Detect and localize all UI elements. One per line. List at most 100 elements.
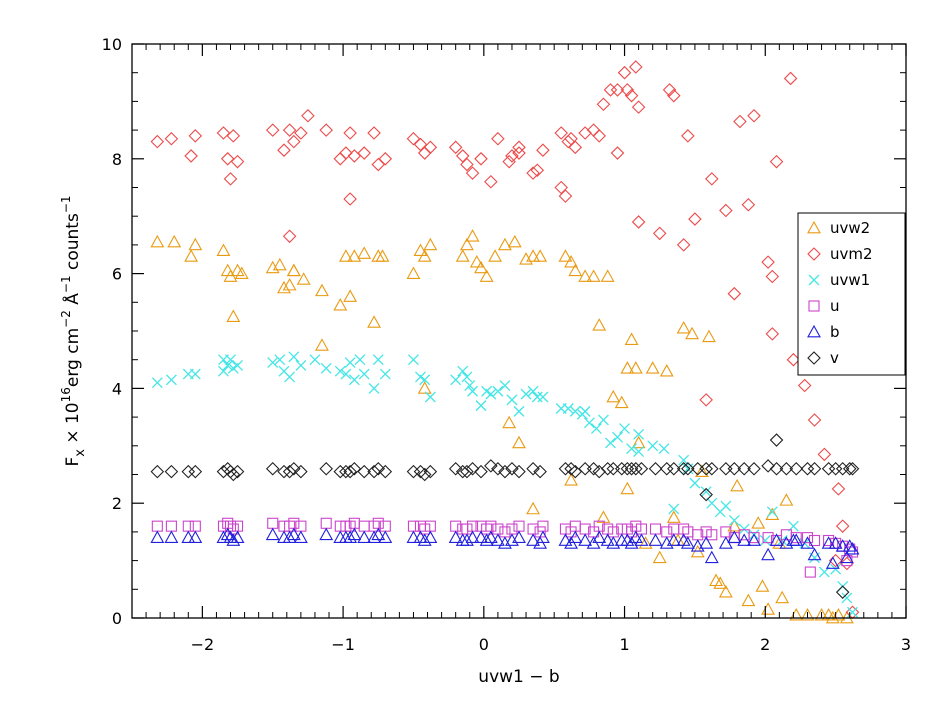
point-uvm2 <box>681 129 695 143</box>
x-tick-label: −1 <box>331 635 355 654</box>
point-uvw1 <box>344 357 356 369</box>
point-uvw2 <box>741 593 756 607</box>
point-uvm2 <box>413 137 428 152</box>
point-b <box>761 547 776 561</box>
point-v <box>498 464 512 479</box>
point-b <box>474 530 488 543</box>
point-u <box>450 520 462 532</box>
point-u <box>231 520 244 532</box>
point-uvw2 <box>727 519 742 532</box>
point-uvw1 <box>284 371 296 383</box>
legend-label-uvw2: uvw2 <box>830 219 870 237</box>
point-v <box>282 464 297 479</box>
point-uvw1 <box>728 514 740 526</box>
point-u <box>222 517 234 529</box>
point-uvm2 <box>460 157 474 172</box>
point-uvm2 <box>465 166 480 180</box>
point-uvw1 <box>647 440 659 452</box>
point-u <box>165 520 177 532</box>
point-v <box>769 433 784 447</box>
point-uvw1 <box>218 354 229 366</box>
point-v <box>807 461 822 476</box>
point-uvm2 <box>484 174 498 189</box>
point-b <box>535 530 550 543</box>
point-uvm2 <box>747 108 761 123</box>
point-uvm2 <box>727 286 742 301</box>
point-b <box>747 533 761 546</box>
point-v <box>634 461 649 476</box>
point-uvw1 <box>700 486 712 498</box>
point-uvw1 <box>597 414 609 426</box>
y-tick-label: 2 <box>112 494 122 513</box>
point-uvw2 <box>150 234 165 248</box>
point-b <box>479 533 494 546</box>
point-uvw1 <box>407 354 419 366</box>
point-v <box>779 461 794 476</box>
point-uvw2 <box>702 329 716 343</box>
point-b <box>835 539 850 552</box>
point-v <box>378 464 393 479</box>
point-u <box>559 523 571 535</box>
point-uvw2 <box>343 289 358 302</box>
point-u <box>513 520 525 532</box>
point-u <box>379 520 391 532</box>
point-uvw2 <box>479 269 494 282</box>
point-uvw1 <box>267 357 279 369</box>
point-uvm2 <box>719 203 733 218</box>
point-u <box>189 520 201 532</box>
point-uvw2 <box>526 249 541 262</box>
point-uvm2 <box>371 157 386 172</box>
point-v <box>769 461 784 476</box>
point-uvw2 <box>600 269 615 282</box>
point-uvw1 <box>485 388 497 400</box>
point-uvm2 <box>631 215 646 229</box>
point-b <box>265 527 280 541</box>
point-v <box>828 461 843 476</box>
point-uvm2 <box>765 327 780 341</box>
point-uvm2 <box>216 126 231 140</box>
point-uvw2 <box>772 536 787 549</box>
point-uvw1 <box>165 374 177 386</box>
point-uvm2 <box>367 126 381 140</box>
y-tick-label: 0 <box>112 609 122 628</box>
point-b <box>150 530 165 543</box>
point-uvm2 <box>505 149 519 163</box>
point-uvw2 <box>592 318 607 331</box>
point-uvw1 <box>626 443 638 455</box>
point-uvw1 <box>464 380 476 391</box>
point-uvm2 <box>474 152 488 166</box>
point-b <box>417 533 432 546</box>
point-uvw1 <box>513 405 525 417</box>
point-uvm2 <box>783 71 798 86</box>
legend-box <box>797 212 906 376</box>
point-u <box>295 520 307 532</box>
point-uvw2 <box>315 283 329 297</box>
point-v <box>578 461 592 476</box>
point-uvm2 <box>603 83 618 97</box>
point-uvw1 <box>583 417 595 429</box>
point-uvm2 <box>835 519 850 533</box>
point-b <box>828 536 843 549</box>
point-uvw1 <box>218 365 229 377</box>
point-b <box>699 536 714 549</box>
point-b <box>230 530 245 543</box>
point-uvm2 <box>526 166 540 180</box>
point-uvw1 <box>492 385 504 397</box>
point-v <box>181 464 196 479</box>
point-uvm2 <box>676 238 691 252</box>
point-v <box>423 464 438 479</box>
point-u <box>668 523 680 535</box>
point-v <box>347 461 362 476</box>
point-uvw1 <box>830 563 842 575</box>
point-uvm2 <box>831 482 846 496</box>
point-uvw1 <box>372 354 384 366</box>
point-v <box>226 467 241 482</box>
point-uvw2 <box>502 415 517 429</box>
point-v <box>465 461 480 476</box>
point-v <box>699 461 713 476</box>
point-uvw1 <box>759 535 771 546</box>
point-b <box>448 530 463 543</box>
point-v <box>761 459 775 473</box>
point-uvw1 <box>368 382 380 394</box>
point-v <box>699 487 713 502</box>
